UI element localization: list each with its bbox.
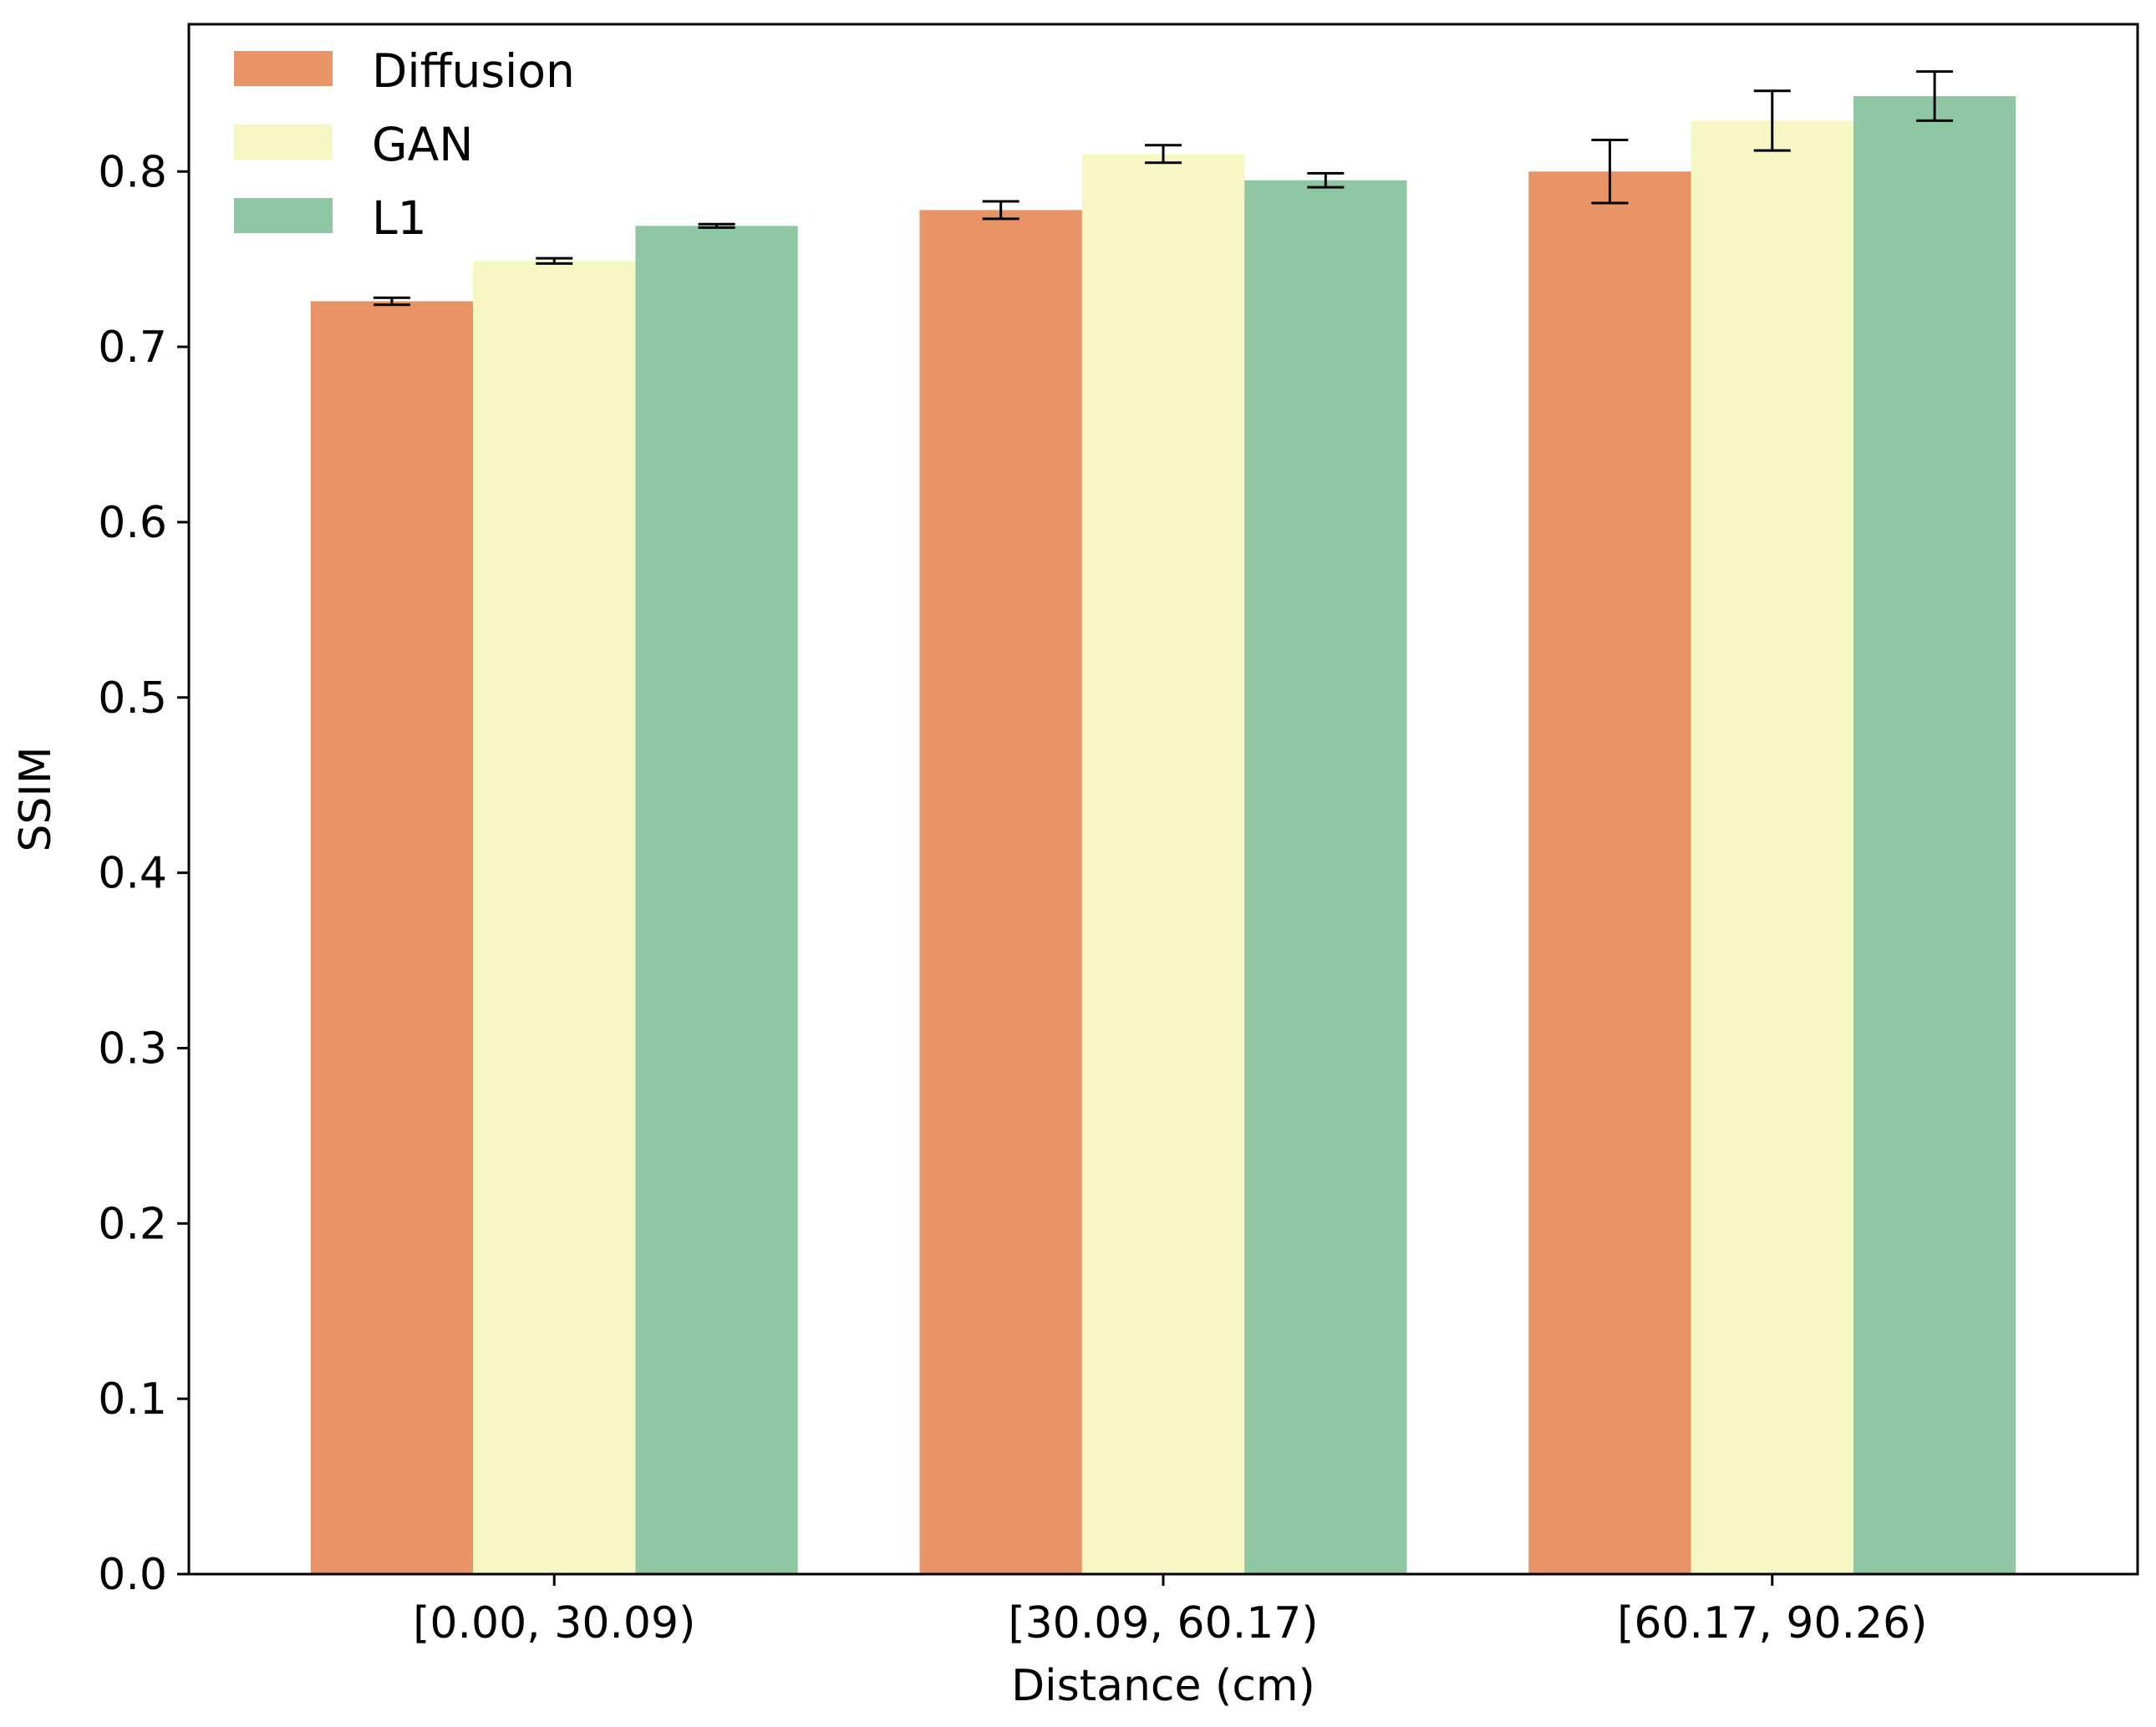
- legend-label-diffusion: Diffusion: [372, 44, 575, 98]
- y-tick-label-5: 0.5: [98, 673, 167, 724]
- legend: Diffusion GAN L1: [234, 44, 575, 245]
- bar-diffusion-2: [1528, 171, 1691, 1574]
- legend-swatch-gan: [234, 124, 333, 160]
- y-tick-label-8: 0.8: [98, 147, 167, 197]
- y-tick-label-7: 0.7: [98, 323, 167, 373]
- y-tick-label-2: 0.2: [98, 1199, 167, 1249]
- bars-group: [310, 96, 2016, 1575]
- bar-gan-2: [1691, 120, 1853, 1575]
- bar-diffusion-1: [919, 210, 1082, 1574]
- y-tick-label-4: 0.4: [98, 849, 167, 899]
- bar-l1-0: [635, 226, 798, 1574]
- bar-diffusion-0: [310, 301, 474, 1574]
- bar-gan-0: [473, 261, 636, 1575]
- legend-swatch-l1: [234, 198, 333, 233]
- y-tick-label-1: 0.1: [98, 1374, 167, 1425]
- legend-swatch-diffusion: [234, 51, 333, 86]
- x-tick-label-0: [0.00, 30.09): [413, 1598, 695, 1648]
- x-axis-label: Distance (cm): [1011, 1661, 1315, 1711]
- x-tick-label-2: [60.17, 90.26): [1617, 1598, 1927, 1648]
- bar-l1-1: [1244, 180, 1407, 1575]
- x-tick-label-1: [30.09, 60.17): [1008, 1598, 1318, 1648]
- legend-label-l1: L1: [372, 191, 427, 245]
- y-axis: 0.0 0.1 0.2 0.3 0.4 0.5 0.6 0.7 0.8: [98, 147, 189, 1600]
- y-axis-label: SSIM: [11, 746, 61, 851]
- y-tick-label-0: 0.0: [98, 1550, 167, 1600]
- y-tick-label-6: 0.6: [98, 498, 167, 548]
- bar-l1-2: [1853, 96, 2016, 1575]
- bar-gan-1: [1081, 154, 1245, 1574]
- legend-label-gan: GAN: [372, 118, 473, 171]
- x-axis: [0.00, 30.09) [30.09, 60.17) [60.17, 90.26…: [413, 1574, 1927, 1648]
- error-bars-group: [373, 70, 1954, 307]
- y-tick-label-3: 0.3: [98, 1024, 167, 1074]
